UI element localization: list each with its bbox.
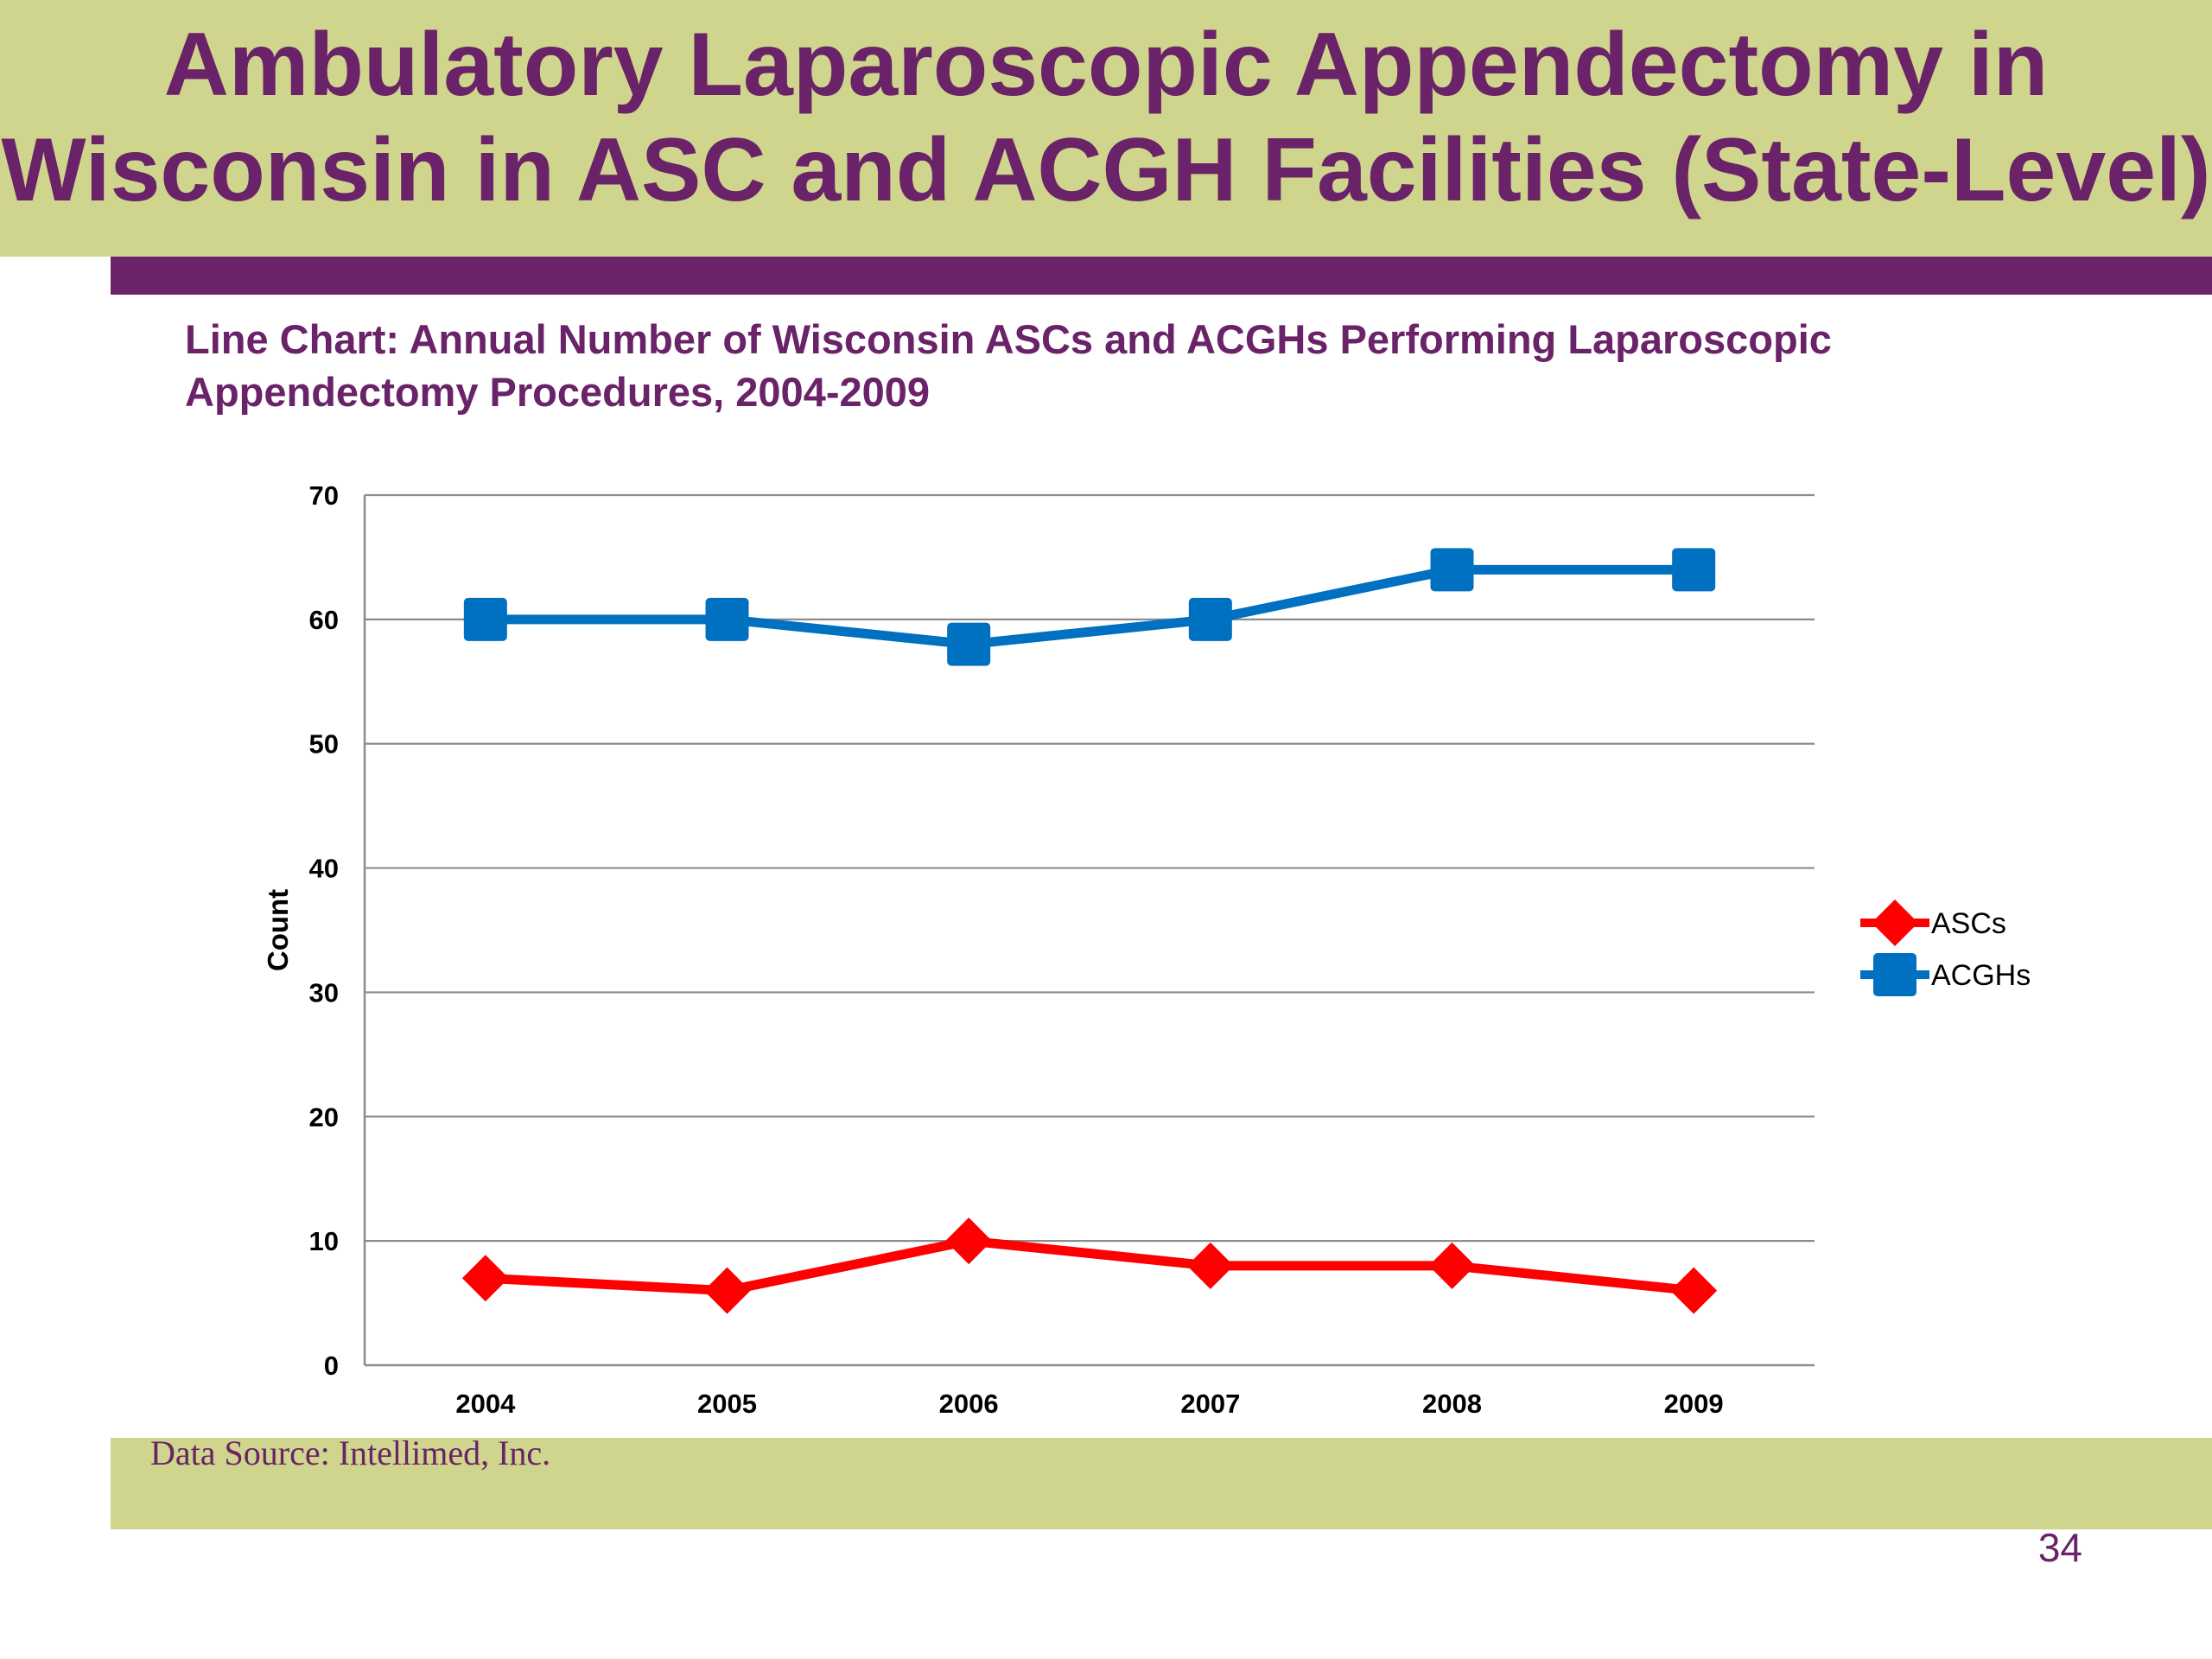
slide-title: Ambulatory Laparoscopic Appendectomy in … bbox=[0, 12, 2212, 223]
y-tick-label: 30 bbox=[309, 977, 339, 1007]
acghs-data-point bbox=[705, 597, 749, 641]
acghs-data-point bbox=[947, 622, 991, 666]
acghs-data-point bbox=[463, 597, 507, 641]
y-tick-label: 0 bbox=[324, 1351, 339, 1381]
data-source-note: Data Source: Intellimed, Inc. bbox=[150, 1433, 551, 1472]
ascs-legend-label: ASCs bbox=[1931, 907, 2006, 940]
slide-title-line-2: Wisconsin in ASC and ACGH Facilities (St… bbox=[1, 120, 2211, 220]
ascs-data-point bbox=[1428, 1242, 1476, 1289]
ascs-data-point bbox=[1186, 1242, 1234, 1289]
x-tick-label: 2009 bbox=[1664, 1389, 1724, 1419]
acghs-data-point bbox=[1188, 597, 1232, 641]
y-tick-label: 40 bbox=[309, 854, 339, 884]
x-tick-label: 2006 bbox=[939, 1389, 999, 1419]
y-axis-label: Count bbox=[262, 889, 294, 971]
footer-band bbox=[111, 1438, 2212, 1529]
ascs-data-point bbox=[945, 1217, 993, 1265]
x-tick-label: 2007 bbox=[1180, 1389, 1240, 1419]
acghs-data-point bbox=[1430, 548, 1474, 592]
chart-title-line-2: Appendectomy Procedures, 2004-2009 bbox=[185, 369, 931, 415]
ascs-series-line bbox=[485, 1236, 1694, 1296]
x-tick-label: 2005 bbox=[697, 1389, 757, 1419]
x-tick-label: 2004 bbox=[455, 1389, 516, 1419]
slide-title-line-1: Ambulatory Laparoscopic Appendectomy in bbox=[163, 15, 2049, 115]
acghs-legend-marker bbox=[1873, 953, 1916, 996]
y-tick-label: 20 bbox=[309, 1102, 339, 1132]
y-tick-label: 10 bbox=[309, 1226, 339, 1256]
acghs-legend-label: ACGHs bbox=[1931, 959, 2031, 992]
y-tick-label: 70 bbox=[309, 480, 339, 511]
acghs-series-line bbox=[485, 564, 1694, 650]
x-tick-label: 2008 bbox=[1422, 1389, 1482, 1419]
ascs-data-point bbox=[1670, 1267, 1718, 1314]
chart-title: Line Chart: Annual Number of Wisconsin A… bbox=[185, 313, 1999, 418]
y-tick-label: 50 bbox=[309, 729, 339, 760]
y-tick-label: 60 bbox=[309, 605, 339, 635]
page-number: 34 bbox=[2037, 1525, 2082, 1570]
ascs-legend-marker bbox=[1872, 899, 1918, 946]
ascs-data-point bbox=[461, 1255, 509, 1302]
ascs-data-point bbox=[703, 1267, 751, 1314]
title-band bbox=[0, 0, 2212, 257]
acghs-data-point bbox=[1672, 548, 1716, 592]
purple-divider-bar bbox=[111, 257, 2212, 295]
chart-title-line-1: Line Chart: Annual Number of Wisconsin A… bbox=[185, 316, 1832, 362]
